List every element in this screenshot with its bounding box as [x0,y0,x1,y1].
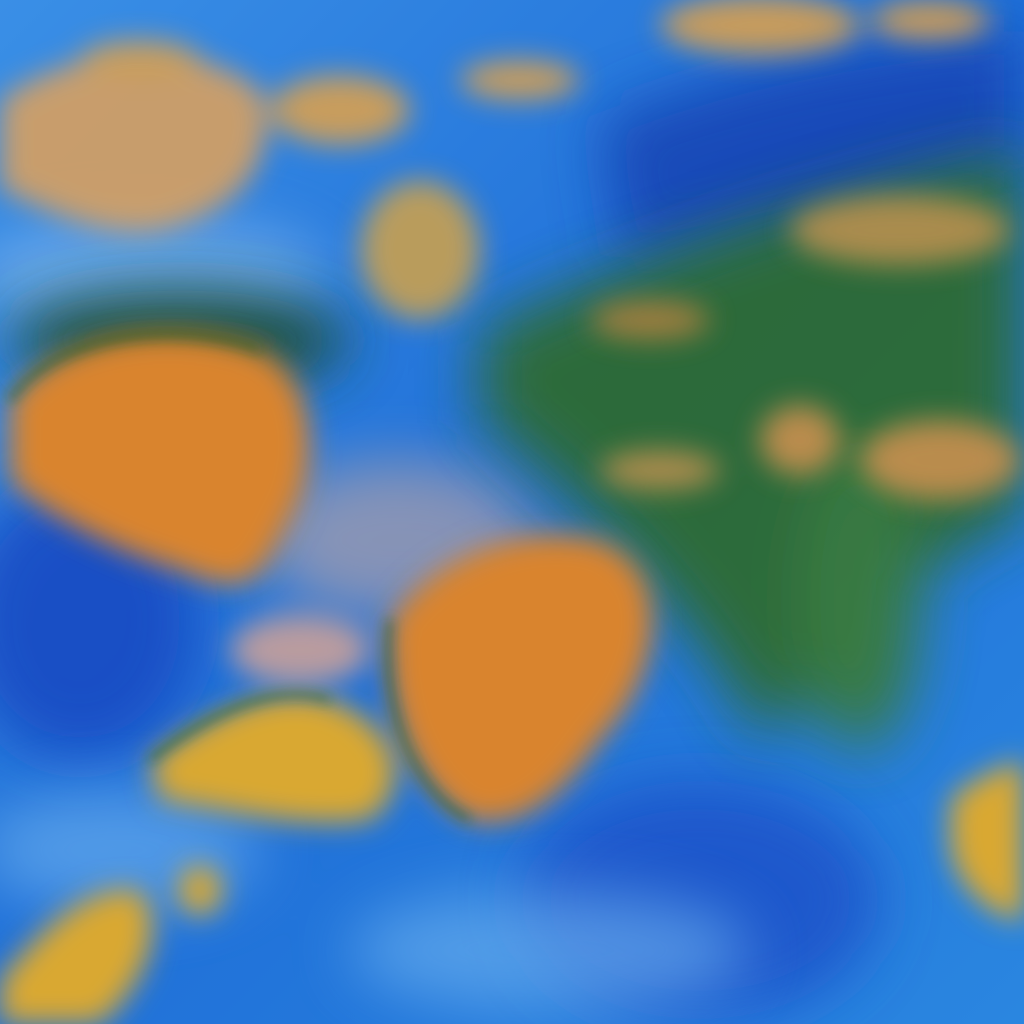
light-cloud-haze [0,220,750,1010]
tan-cloud-masses [0,0,1020,685]
cloud-edges [7,331,472,823]
green-regions [10,150,1024,750]
orange-cloud-masses [0,334,1024,1024]
